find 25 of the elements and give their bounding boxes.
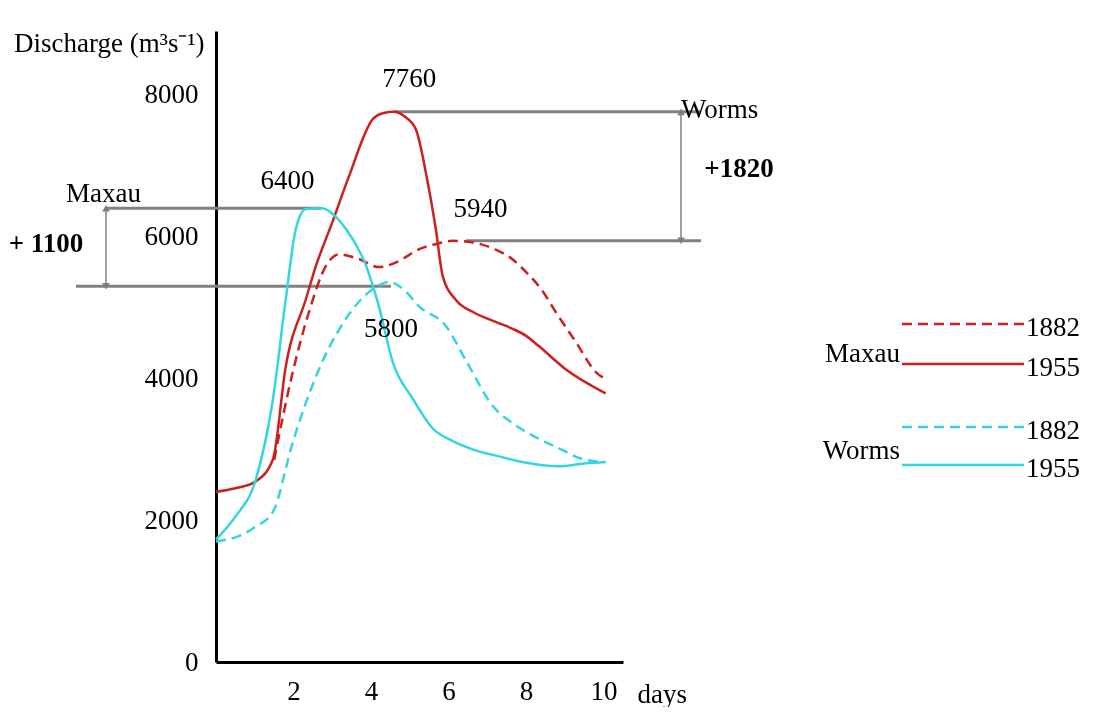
- x-tick-label: 4: [364, 675, 379, 706]
- annotation: 5940: [453, 192, 508, 223]
- line-series: [214, 110, 607, 494]
- text: +1820: [704, 153, 774, 183]
- text: Worms: [822, 435, 900, 465]
- ref-line-label: Worms: [681, 93, 759, 124]
- text: Maxau: [825, 338, 901, 368]
- legend-label: 1882: [1026, 312, 1080, 342]
- y-tick-label: 8000: [144, 79, 199, 110]
- ref-line-label: Maxau: [66, 178, 142, 209]
- x-tick-label: 8: [519, 675, 534, 706]
- y-tick-label: 0: [185, 646, 199, 677]
- y-axis-title: Discharge (m³s⁻¹): [14, 27, 205, 58]
- y-tick-label: 4000: [144, 362, 199, 393]
- text: + 1100: [8, 228, 84, 258]
- x-tick-label: 2: [287, 675, 301, 706]
- annotation: 7760: [382, 62, 437, 93]
- legend-label: 1955: [1026, 352, 1080, 382]
- annotation: 6400: [260, 165, 315, 196]
- legend-label: 1955: [1026, 453, 1080, 483]
- x-tick-label: 6: [442, 675, 456, 706]
- y-tick-label: 2000: [144, 504, 199, 535]
- x-tick-label: 10: [590, 675, 618, 706]
- legend-label: 1882: [1026, 415, 1080, 445]
- y-tick-label: 6000: [144, 221, 199, 252]
